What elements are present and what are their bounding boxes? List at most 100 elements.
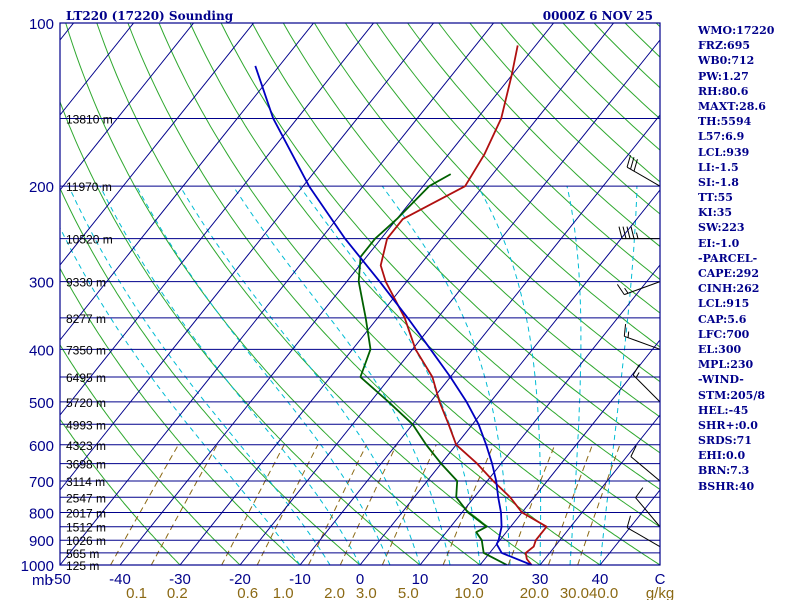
- height-label: 1512 m: [66, 521, 106, 535]
- pressure-tick-label: 400: [29, 342, 54, 359]
- height-label: 8277 m: [66, 312, 106, 326]
- mixing-ratio-label: 5.0: [398, 585, 419, 600]
- index-item: TT:55: [698, 191, 733, 205]
- wind-barb-staff: [624, 281, 661, 296]
- pressure-tick-label: 600: [29, 438, 54, 455]
- wind-barb: [626, 155, 661, 187]
- temperature-tick-label: 40: [592, 571, 609, 588]
- wind-barb-staff: [632, 374, 661, 403]
- height-label: 4993 m: [66, 418, 106, 432]
- isotherm: [179, 23, 614, 565]
- pressure-tick-label: 700: [29, 474, 54, 491]
- index-item: PW:1.27: [698, 69, 749, 83]
- wind-barb: [618, 226, 660, 240]
- index-item: SI:-1.8: [698, 175, 739, 189]
- mixing-ratio-line: [221, 444, 285, 565]
- index-item: SHR+:0.0: [698, 418, 758, 432]
- temperature-tick-label: -30: [169, 571, 191, 588]
- isotherm: [60, 23, 374, 416]
- index-item: MAXT:28.6: [698, 99, 766, 113]
- isotherm: [60, 23, 434, 491]
- wind-barb: [635, 487, 661, 528]
- dry-adiabat: [60, 187, 361, 565]
- isotherm: [299, 114, 660, 565]
- moist-adiabat: [381, 185, 511, 565]
- wind-barb-staff: [626, 166, 661, 187]
- wind-barb: [626, 515, 661, 548]
- index-item: LCL:939: [698, 145, 750, 159]
- wind-barb-staff: [626, 527, 661, 548]
- wind-barb-flag: [623, 323, 627, 337]
- temperature-tick-label: 30: [532, 571, 549, 588]
- height-label: 1026 m: [66, 534, 106, 548]
- index-item: EHI:0.0: [698, 449, 746, 463]
- pressure-tick-label: 300: [29, 275, 54, 292]
- mixing-ratio-label: 1.0: [273, 585, 294, 600]
- index-item: BRN:7.3: [698, 464, 750, 478]
- mixing-ratio-line: [577, 444, 621, 565]
- index-item: CINH:262: [698, 282, 760, 296]
- sounding-datetime: 0000Z 6 NOV 25: [543, 9, 653, 23]
- dry-adiabat: [251, 23, 660, 454]
- height-label: 3698 m: [66, 458, 106, 472]
- height-label: 2017 m: [66, 506, 106, 520]
- isotherm: [419, 264, 660, 565]
- dry-adiabat: [96, 23, 541, 565]
- temperature-tick-label: -20: [229, 571, 251, 588]
- moist-adiabat: [99, 185, 361, 565]
- mixing-ratio-label: 20.0: [520, 585, 549, 600]
- height-label: 565 m: [66, 547, 99, 561]
- sounding-indices-panel: WMO:17220 FRZ:695 WB0:712 PW:1.27 RH:80.6 MAX…: [698, 23, 798, 494]
- mixing-ratio-label: 30.0: [560, 585, 589, 600]
- temperature-tick-label: -10: [289, 571, 311, 588]
- wind-barb-half-flag: [624, 287, 629, 294]
- isotherm: [479, 339, 660, 565]
- mixing-ratio-unit-label: g/kg: [646, 585, 674, 600]
- pressure-unit-label: mb: [32, 572, 53, 589]
- index-item: WB0:712: [698, 54, 755, 68]
- wind-barb-flag: [616, 284, 625, 295]
- wind-barb-half-flag: [635, 372, 640, 379]
- isotherm: [60, 23, 254, 266]
- dry-adiabat: [313, 23, 660, 383]
- wind-barb-staff: [635, 497, 661, 528]
- dry-adiabat: [344, 23, 660, 348]
- wind-barb: [616, 281, 661, 296]
- index-item: STM:205/8: [698, 388, 765, 402]
- height-label: 4323 m: [66, 439, 106, 453]
- index-item: EL:300: [698, 342, 742, 356]
- dry-adiabat: [60, 100, 421, 565]
- index-item: LCL:915: [698, 297, 750, 311]
- index-item: SRDS:71: [698, 434, 752, 448]
- index-item: RH:80.6: [698, 84, 749, 98]
- dry-adiabat: [282, 23, 660, 418]
- wind-barb-flag: [626, 515, 631, 528]
- temperature-tick-label: -50: [49, 571, 71, 588]
- index-item: FRZ:695: [698, 39, 751, 53]
- dry-adiabat: [158, 23, 660, 565]
- index-item: CAP:5.6: [698, 312, 747, 326]
- isotherm: [60, 23, 194, 191]
- temperature-tick-label: 20: [472, 571, 489, 588]
- mixing-ratio-label: 40.0: [589, 585, 618, 600]
- wind-barb-flag: [630, 157, 635, 170]
- isotherm: [119, 23, 554, 565]
- index-item: HEL:-45: [698, 403, 749, 417]
- parcel-line: [254, 65, 532, 565]
- index-item: L57:6.9: [698, 130, 745, 144]
- height-label: 5720 m: [66, 396, 106, 410]
- temperature-tick-label: C: [655, 571, 666, 588]
- height-label: 6495 m: [66, 371, 106, 385]
- dry-adiabat: [406, 23, 660, 281]
- height-label: 7350 m: [66, 343, 106, 357]
- chart-title: LT220 (17220) Sounding: [66, 9, 234, 23]
- wind-barb-flag: [626, 155, 631, 168]
- mixing-ratio-label: 10.0: [455, 585, 484, 600]
- height-label: 3114 m: [66, 475, 105, 489]
- temperature-tick-label: 10: [412, 571, 429, 588]
- index-item: -PARCEL-: [698, 251, 758, 265]
- pressure-tick-label: 100: [29, 16, 54, 33]
- mixing-ratio-label: 0.2: [167, 585, 188, 600]
- wind-barb-half-flag: [627, 331, 630, 338]
